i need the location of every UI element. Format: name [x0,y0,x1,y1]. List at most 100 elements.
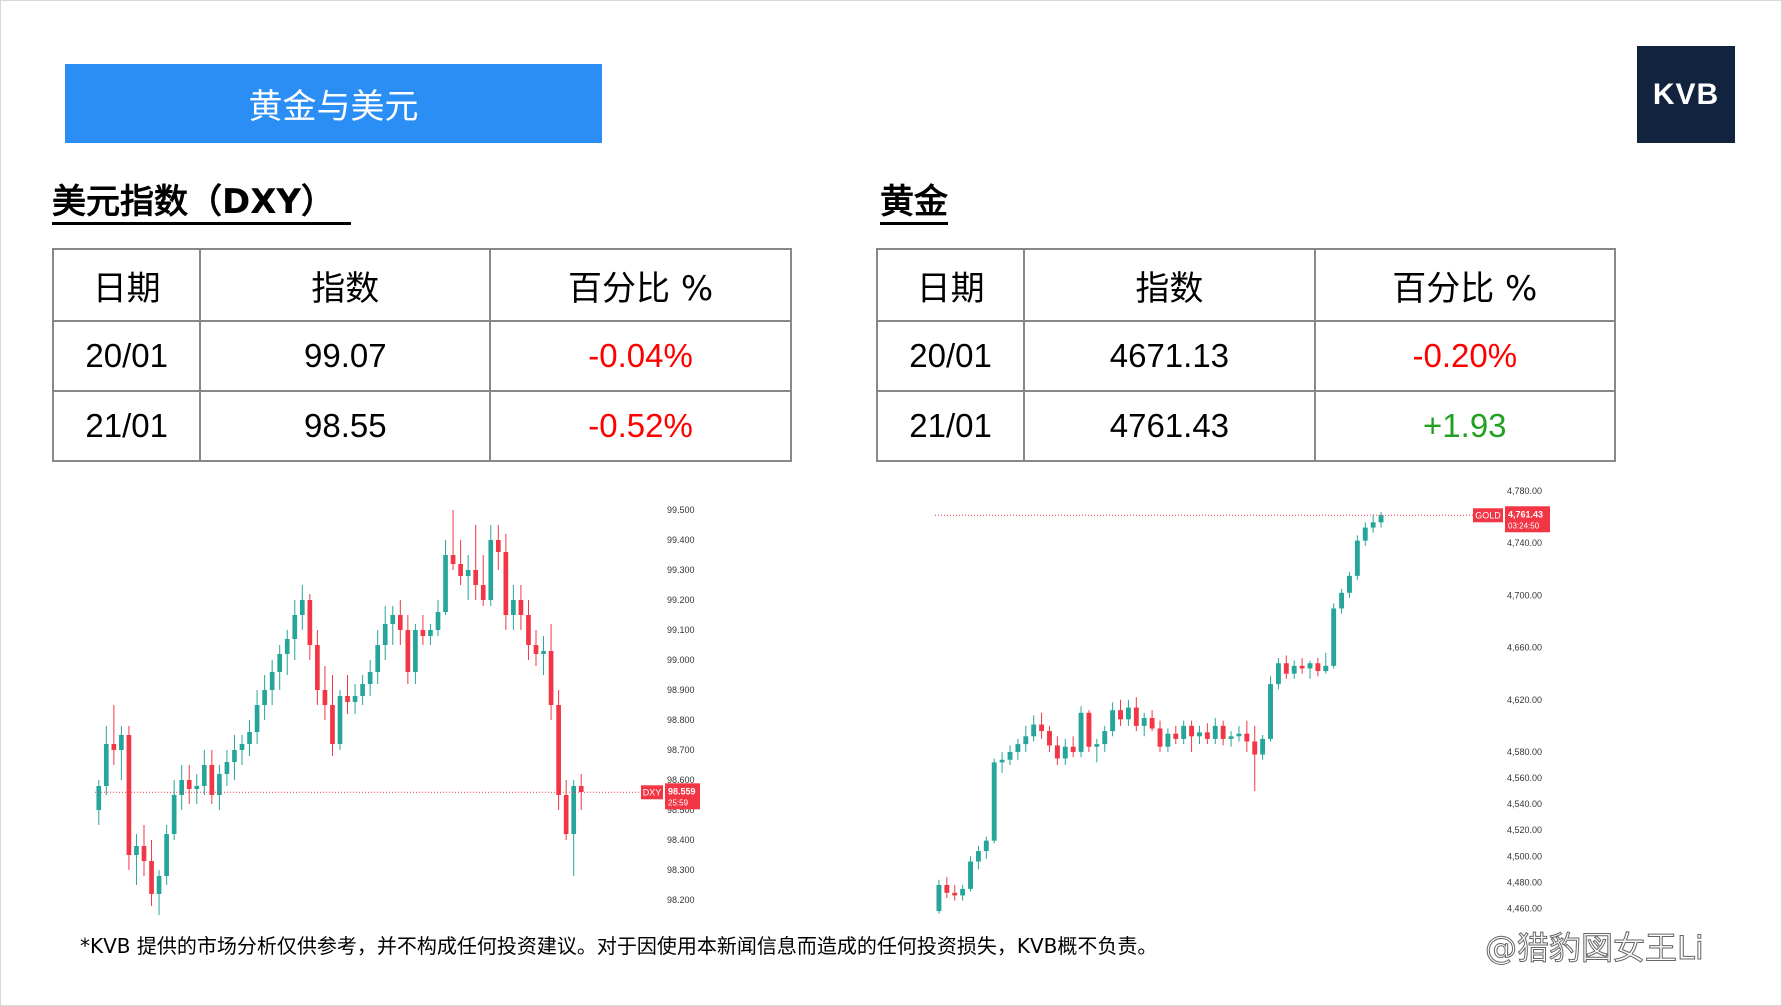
candle-body [526,615,531,645]
candle-body [201,765,207,786]
date-cell: 20/01 [875,320,1026,392]
candle-body [1102,731,1108,745]
y-tick-label: 98.800 [667,715,695,725]
y-tick-label: 99.200 [667,595,695,605]
symbol-tag [641,785,663,800]
y-tick-label: 98.600 [667,775,695,785]
candle-body [1165,733,1171,747]
symbol-tag-label: DXY [643,787,662,797]
candle-body [944,884,950,893]
y-tick-label: 98.900 [667,685,695,695]
gold-candlestick-chart: 4,780.00 4,740.00 4,700.00 4,660.00 4,620.00… [935,486,1550,914]
candle-body [1189,725,1195,737]
candle-body [254,705,260,732]
candle-body [1118,710,1123,720]
symbol-tag [1473,508,1503,523]
date-cell: 21/01 [51,390,202,462]
candle-body [1173,733,1179,739]
watermark: @猎豹図女王Li [1485,929,1705,968]
candle-body [518,600,524,615]
candle-body [1047,731,1052,746]
y-tick-label: 4,480.00 [1507,877,1542,887]
candle-body [352,696,358,702]
candle-body [111,744,117,750]
countdown-label: 25:59 [668,798,689,807]
candle-body [1347,575,1352,593]
candle-body [262,690,267,705]
candle-body [1054,745,1060,759]
candle-body [999,759,1005,763]
candle-body [299,600,305,615]
candle-body [1362,527,1368,541]
candle-body [983,840,989,852]
candle-body [435,612,441,630]
candle-body [330,705,335,744]
candle-body [1062,746,1068,759]
candle-body [1283,663,1289,674]
candle-body [1031,724,1037,737]
candle-body [960,888,966,896]
candle-body [1339,592,1345,609]
y-tick-label: 4,560.00 [1507,773,1542,783]
candle-body [96,786,102,810]
candle-body [936,884,942,912]
candle-body [991,762,997,841]
candle-body [503,552,509,615]
y-tick-label: 4,740.00 [1507,538,1542,548]
y-tick-label: 4,700.00 [1507,590,1542,600]
candle-body [968,861,973,889]
candle-body [171,795,177,834]
column-header-date: 日期 [51,248,202,322]
candle-body [322,690,328,705]
page-title-banner: 黄金与美元 [65,64,602,143]
candle-body [428,630,433,636]
candle-body [217,774,222,795]
candle-body [443,555,448,612]
countdown-label: 03:24:50 [1508,521,1540,530]
gold-section-title: 黄金 [880,182,948,225]
y-tick-label: 4,540.00 [1507,799,1542,809]
candle-body [548,651,554,705]
candle-body [315,645,320,690]
candle-body [1125,707,1131,720]
candle-body [1323,665,1329,672]
date-cell: 20/01 [51,320,202,392]
index-cell: 4671.13 [1023,320,1316,392]
y-tick-label: 99.000 [667,655,695,665]
candle-body [1378,515,1384,523]
candle-body [1299,665,1305,669]
candle-body [511,600,516,615]
last-price-label: 98.559 [668,786,696,796]
table-row: 21/01 98.55 -0.52% [51,390,792,462]
table-row: 21/01 4761.43 +1.93 [875,390,1617,462]
price-label-box [1505,506,1550,533]
candle-body [103,744,109,786]
candle-body [1204,732,1210,739]
dxy-candlestick-chart: 99.500 99.400 99.300 99.200 99.100 99.000 98.9… [95,505,700,915]
candle-body [1110,710,1116,732]
disclaimer-text: *KVB 提供的市场分析仅供参考，并不构成任何投资建议。对于因使用本新闻信息而造… [80,934,1158,958]
page-title: 黄金与美元 [248,87,419,127]
candle-body [149,861,154,894]
y-tick-label: 4,780.00 [1507,486,1542,496]
candle-body [1307,663,1313,669]
y-tick-label: 99.400 [667,535,695,545]
candle-body [141,846,147,861]
candle-body [571,786,577,834]
candle-body [1212,725,1218,739]
candle-body [337,696,343,744]
y-tick-label: 99.500 [667,505,695,515]
candle-body [473,570,479,585]
candle-body [194,786,200,789]
candle-body [1007,751,1013,760]
candle-body [1260,738,1266,755]
candle-body [563,795,569,834]
candle-body [390,615,396,624]
candle-body [397,615,403,630]
y-tick-label: 98.300 [667,865,695,875]
candle-body [179,780,185,795]
candle-body [1331,608,1337,666]
candle-body [578,786,584,792]
candle-body [952,892,958,896]
candle-body [1197,732,1202,737]
